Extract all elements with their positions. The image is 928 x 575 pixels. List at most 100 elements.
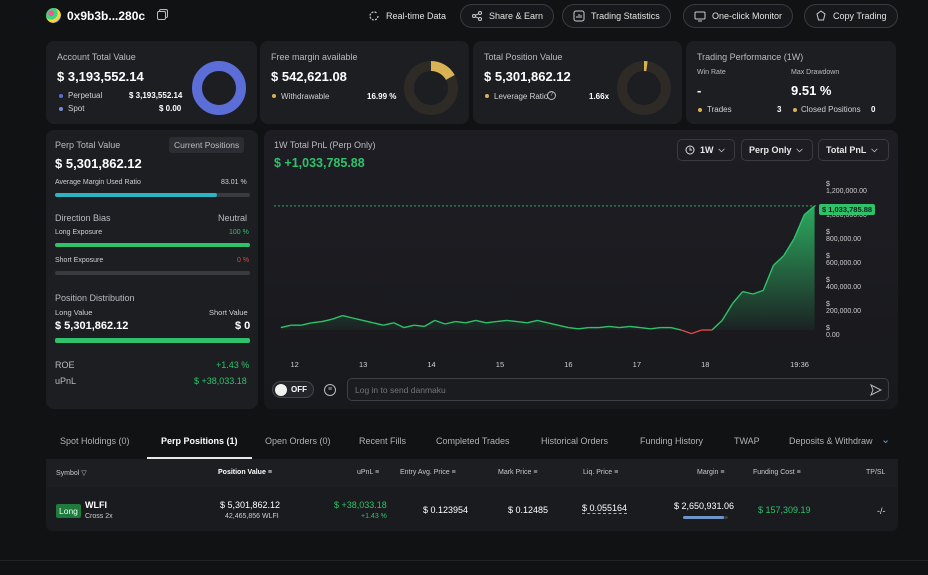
pnl-line-segment bbox=[506, 319, 517, 323]
danmaku-settings-icon[interactable]: ≡ bbox=[324, 384, 336, 396]
trading-statistics-button[interactable]: Trading Statistics bbox=[562, 4, 671, 28]
danmaku-input[interactable] bbox=[355, 383, 855, 397]
position-value-card: Total Position Value $ 5,301,862.12 Leve… bbox=[473, 41, 682, 124]
th-funding-label: Funding Cost bbox=[753, 469, 795, 476]
pnl-area-chart[interactable] bbox=[266, 176, 826, 356]
tab-historical-orders[interactable]: Historical Orders bbox=[541, 436, 609, 446]
account-total-value: $ 3,193,552.14 bbox=[57, 69, 144, 84]
realtime-data-button[interactable]: Real-time Data bbox=[368, 4, 446, 28]
x-tick-label: 19:36 bbox=[790, 360, 809, 369]
copy-trading-button[interactable]: Copy Trading bbox=[804, 4, 898, 28]
scope-select[interactable]: Perp Only ⌵ bbox=[741, 139, 813, 161]
pnl-line-segment bbox=[434, 319, 446, 325]
tab-open-orders[interactable]: Open Orders (0) bbox=[265, 436, 331, 446]
pnl-area-fill bbox=[280, 205, 815, 330]
sort-icon: ≡ bbox=[533, 469, 538, 476]
leverage-value: 1.66x bbox=[589, 92, 610, 101]
row-tpsl[interactable]: -/- bbox=[877, 506, 886, 516]
pnl-line-segment bbox=[721, 303, 734, 321]
pnl-line-segment bbox=[568, 326, 579, 330]
table-header-row bbox=[46, 459, 898, 487]
y-tick-label: $ 0.00 bbox=[826, 325, 840, 339]
toggle-label: OFF bbox=[291, 385, 307, 394]
current-positions-button[interactable]: Current Positions bbox=[169, 137, 245, 153]
th-mark-price[interactable]: Mark Price ≡ bbox=[498, 469, 538, 476]
short-exposure-value: 0 % bbox=[237, 257, 250, 264]
pnl-line-segment bbox=[527, 319, 538, 324]
copy-icon[interactable] bbox=[157, 11, 166, 20]
roe-label: ROE bbox=[55, 360, 75, 370]
win-rate-value: - bbox=[697, 83, 702, 98]
direction-bias-value: Neutral bbox=[218, 213, 248, 223]
y-tick-label: $ 400,000.00 bbox=[826, 277, 862, 291]
send-icon[interactable] bbox=[870, 384, 882, 396]
share-earn-button[interactable]: Share & Earn bbox=[460, 4, 555, 28]
copy-trading-icon bbox=[816, 10, 826, 21]
row-upnl: $ +38,033.18 bbox=[334, 500, 387, 510]
row-symbol[interactable]: WLFI bbox=[85, 500, 107, 510]
tab-deposits-withdraw[interactable]: Deposits & Withdraw bbox=[789, 436, 873, 446]
pnl-line-segment bbox=[352, 317, 364, 322]
danmaku-input-box[interactable] bbox=[347, 378, 889, 401]
th-funding-cost[interactable]: Funding Cost ≡ bbox=[753, 469, 801, 476]
x-tick-label: 16 bbox=[564, 360, 573, 369]
share-earn-label: Share & Earn bbox=[489, 11, 544, 21]
x-tick-label: 13 bbox=[358, 360, 368, 369]
scope-select-value: Perp Only bbox=[749, 145, 792, 155]
pnl-line-segment bbox=[496, 319, 507, 323]
long-exposure-bar bbox=[55, 243, 250, 247]
th-liq-price[interactable]: Liq. Price ≡ bbox=[583, 469, 618, 476]
filter-icon[interactable]: ▽ bbox=[81, 470, 87, 477]
perp-label: Perpetual bbox=[68, 91, 103, 100]
th-position-value-label: Position Value bbox=[218, 469, 266, 476]
pnl-line-segment bbox=[414, 324, 425, 328]
th-upnl-label: uPnL bbox=[357, 469, 374, 476]
closed-label: Closed Positions bbox=[801, 105, 861, 114]
pnl-line-segment bbox=[650, 326, 661, 330]
side-badge: Long bbox=[56, 504, 81, 518]
pnl-line-segment bbox=[516, 320, 528, 324]
th-position-value[interactable]: Position Value ≡ bbox=[218, 469, 272, 476]
pnl-line-segment bbox=[731, 291, 744, 305]
withdrawable-dot bbox=[272, 94, 276, 98]
one-click-monitor-button[interactable]: One-click Monitor bbox=[683, 4, 794, 28]
position-value-title: Total Position Value bbox=[484, 52, 563, 62]
tab-funding-history[interactable]: Funding History bbox=[640, 436, 704, 446]
pnl-line-segment bbox=[598, 325, 610, 329]
tab-recent-fills[interactable]: Recent Fills bbox=[359, 436, 407, 446]
pnl-line-segment bbox=[455, 320, 466, 324]
avatar[interactable] bbox=[46, 8, 61, 23]
help-icon[interactable]: ? bbox=[547, 91, 556, 100]
th-tpsl: TP/SL bbox=[866, 469, 886, 476]
th-margin[interactable]: Margin ≡ bbox=[697, 469, 724, 476]
short-exposure-bar bbox=[55, 271, 250, 275]
free-margin-card: Free margin available $ 542,621.08 Withd… bbox=[260, 41, 469, 124]
performance-card: Trading Performance (1W) Win Rate - Max … bbox=[686, 41, 896, 124]
pnl-line-segment bbox=[793, 214, 805, 240]
range-select[interactable]: 1W ⌵ bbox=[677, 139, 735, 161]
metric-select[interactable]: Total PnL ⌵ bbox=[818, 139, 889, 161]
copy-trading-label: Copy Trading bbox=[833, 11, 887, 21]
tab-spot-holdings[interactable]: Spot Holdings (0) bbox=[60, 436, 130, 446]
row-funding-cost: $ 157,309.19 bbox=[758, 505, 811, 515]
perp-total-title: Perp Total Value bbox=[55, 140, 121, 150]
leverage-dot bbox=[485, 94, 489, 98]
spot-label: Spot bbox=[68, 104, 85, 113]
avg-margin-label: Average Margin Used Ratio bbox=[55, 179, 141, 186]
th-upnl[interactable]: uPnL ≡ bbox=[357, 469, 379, 476]
x-tick-label: 18 bbox=[701, 360, 710, 369]
long-exposure-label: Long Exposure bbox=[55, 229, 103, 236]
tab-perp-positions[interactable]: Perp Positions (1) bbox=[161, 436, 238, 446]
tab-completed-trades[interactable]: Completed Trades bbox=[436, 436, 510, 446]
withdrawable-label: Withdrawable bbox=[281, 92, 330, 101]
pnl-line-segment bbox=[280, 324, 292, 329]
chevron-down-icon: ⌵ bbox=[796, 145, 803, 154]
tabs-expand-icon[interactable]: ⌄ bbox=[881, 434, 891, 446]
upnl-value: $ +38,033.18 bbox=[194, 376, 247, 386]
margin-donut-arc bbox=[404, 61, 458, 115]
th-symbol[interactable]: Symbol ▽ bbox=[56, 469, 87, 477]
th-entry-price[interactable]: Entry Avg. Price ≡ bbox=[400, 469, 456, 476]
danmaku-toggle[interactable]: OFF bbox=[272, 381, 314, 398]
tab-twap[interactable]: TWAP bbox=[734, 436, 760, 446]
sort-icon: ≡ bbox=[720, 469, 725, 476]
